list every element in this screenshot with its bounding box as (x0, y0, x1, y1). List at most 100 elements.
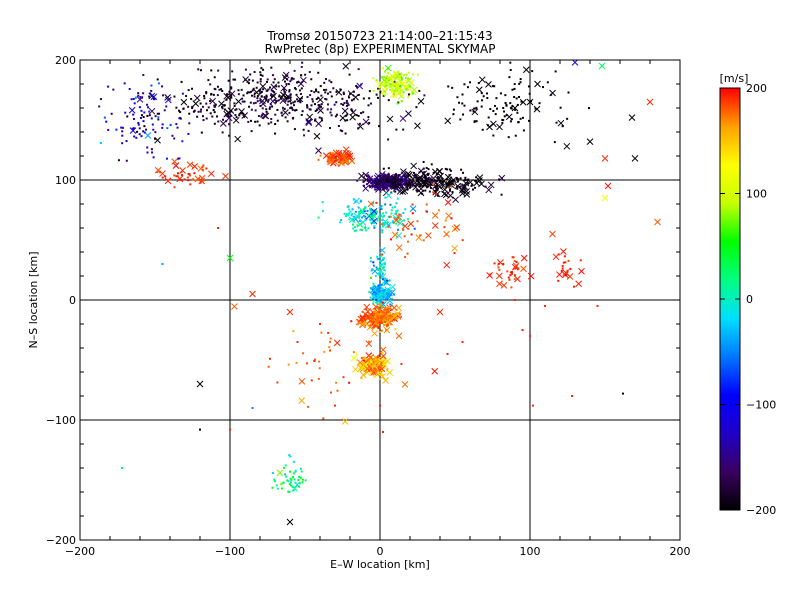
dot-marker (507, 136, 510, 139)
dot-marker (452, 113, 455, 116)
dot-marker (286, 479, 289, 482)
dot-marker (317, 91, 320, 94)
dot-marker (205, 92, 208, 95)
dot-marker (399, 85, 402, 88)
dot-marker (505, 114, 508, 117)
cross-marker (431, 212, 439, 219)
dot-marker (380, 315, 383, 318)
cross-marker (395, 332, 403, 340)
dot-marker (382, 167, 385, 170)
dot-marker (258, 89, 261, 92)
dot-marker (371, 322, 374, 325)
dot-marker (142, 73, 145, 76)
cross-marker (193, 94, 201, 102)
dot-marker (441, 180, 444, 183)
dot-marker (330, 95, 333, 98)
dot-marker (367, 214, 370, 217)
dot-marker (301, 478, 304, 481)
dot-marker (307, 129, 310, 132)
dot-marker (370, 184, 373, 187)
cross-marker (356, 221, 364, 228)
dot-marker (288, 90, 291, 93)
dot-marker (381, 231, 384, 234)
cross-marker (342, 146, 350, 153)
dot-marker (259, 78, 262, 81)
dot-marker (350, 108, 353, 111)
dot-marker (274, 123, 277, 126)
dot-marker (442, 181, 445, 184)
dot-marker (313, 91, 316, 94)
dot-marker (123, 82, 126, 85)
dot-marker (501, 121, 504, 124)
dot-marker (404, 208, 407, 211)
dot-marker (596, 305, 599, 307)
dot-marker (401, 186, 404, 189)
dot-marker (268, 107, 271, 110)
dot-marker (384, 221, 387, 224)
dot-marker (202, 115, 205, 118)
dot-marker (146, 114, 149, 117)
dot-marker (301, 110, 304, 113)
dot-marker (510, 286, 513, 289)
dot-marker (371, 370, 374, 373)
dot-marker (280, 483, 283, 486)
dot-marker (455, 176, 458, 179)
dot-marker (353, 215, 356, 218)
dot-marker (364, 215, 367, 218)
cross-marker (335, 149, 343, 157)
dot-marker (338, 158, 341, 161)
dot-marker (432, 183, 435, 186)
dot-marker (431, 181, 434, 184)
dot-marker (380, 214, 383, 217)
cross-marker (231, 303, 238, 310)
dot-marker (362, 367, 365, 370)
cross-marker (298, 377, 306, 385)
dot-marker (379, 177, 382, 180)
dot-marker (572, 285, 575, 288)
dot-marker (433, 179, 436, 182)
dot-marker (378, 174, 381, 177)
dot-marker (164, 175, 167, 178)
dot-marker (367, 104, 370, 107)
dot-marker (399, 92, 402, 95)
dot-marker (142, 120, 145, 123)
dot-marker (418, 182, 421, 185)
dot-marker (171, 134, 174, 137)
dot-marker (505, 103, 508, 106)
cross-marker (556, 271, 563, 278)
dot-marker (353, 90, 356, 93)
dot-marker (369, 316, 372, 319)
dot-marker (416, 190, 419, 193)
cross-marker (578, 267, 585, 275)
dot-marker (375, 79, 378, 82)
cross-marker (192, 100, 200, 107)
dot-marker (359, 209, 362, 212)
dot-marker (376, 356, 379, 359)
dot-marker (448, 174, 451, 177)
dot-marker (446, 182, 449, 185)
cross-marker (282, 109, 289, 116)
dot-marker (287, 480, 290, 483)
dot-marker (364, 357, 367, 360)
cross-marker (575, 280, 582, 288)
dot-marker (295, 361, 298, 364)
dot-marker (277, 99, 280, 102)
dot-marker (265, 110, 268, 113)
dot-marker (372, 372, 375, 375)
dot-marker (391, 182, 394, 185)
dot-marker (449, 182, 452, 185)
dot-marker (183, 178, 186, 181)
dot-marker (128, 88, 131, 91)
cross-marker (363, 303, 371, 311)
dot-marker (209, 112, 212, 115)
dot-marker (380, 298, 383, 301)
dot-marker (298, 89, 301, 92)
dot-marker (341, 130, 344, 133)
dot-marker (493, 262, 496, 265)
dot-marker (295, 109, 298, 112)
dot-marker (380, 83, 383, 86)
dot-marker (514, 108, 517, 111)
dot-marker (561, 264, 564, 267)
dot-marker (294, 469, 297, 472)
cross-marker (386, 297, 394, 305)
